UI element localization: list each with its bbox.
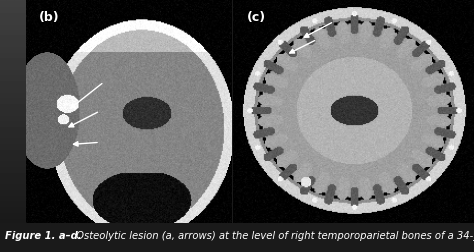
Text: (c): (c) <box>247 11 266 24</box>
Text: (b): (b) <box>38 11 59 24</box>
Text: Osteolytic lesion (a, arrows) at the level of right temporoparietal bones of a 3: Osteolytic lesion (a, arrows) at the lev… <box>73 230 474 240</box>
Text: Figure 1. a–d.: Figure 1. a–d. <box>5 230 81 240</box>
